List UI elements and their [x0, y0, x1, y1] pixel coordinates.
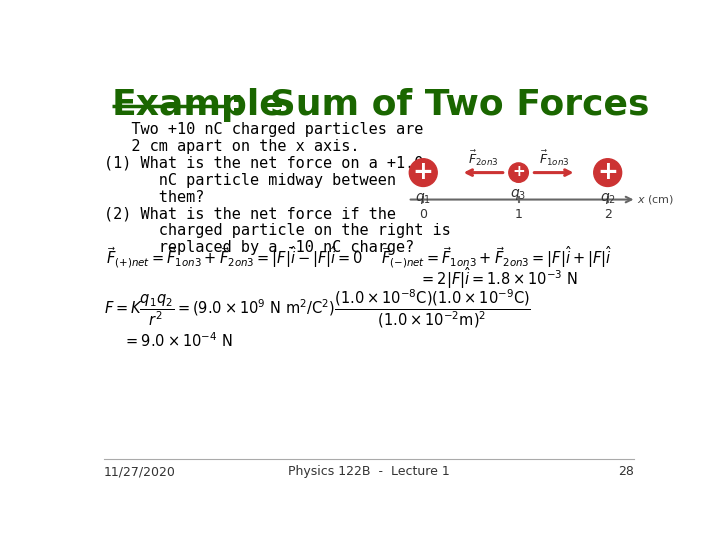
Text: Two +10 nC charged particles are: Two +10 nC charged particles are [104, 122, 423, 137]
Text: nC particle midway between: nC particle midway between [104, 173, 396, 187]
Text: $\vec{F}_{1on3}$: $\vec{F}_{1on3}$ [539, 148, 570, 168]
Text: charged particle on the right is: charged particle on the right is [104, 224, 451, 239]
Text: 1: 1 [515, 208, 523, 221]
Text: +: + [512, 164, 525, 179]
Text: $q_1$: $q_1$ [415, 191, 431, 206]
Text: $\vec{F}_{(+)net} = \vec{F}_{1on3} + \vec{F}_{2on3} = |F|\hat{i} - |F|\hat{i} = : $\vec{F}_{(+)net} = \vec{F}_{1on3} + \ve… [106, 244, 362, 269]
Text: +: + [413, 160, 433, 184]
Text: (2) What is the net force if the: (2) What is the net force if the [104, 206, 396, 221]
Text: :  Sum of Two Forces: : Sum of Two Forces [230, 88, 649, 122]
Text: $x$ (cm): $x$ (cm) [637, 193, 675, 206]
Text: $q_2$: $q_2$ [600, 191, 616, 206]
Text: 0: 0 [419, 208, 427, 221]
Text: 28: 28 [618, 465, 634, 478]
Text: 2: 2 [604, 208, 611, 221]
Text: $F = K\dfrac{q_1 q_2}{r^2} = (9.0 \times 10^9\ \mathrm{N\ m^2/C^2})\dfrac{(1.0\t: $F = K\dfrac{q_1 q_2}{r^2} = (9.0 \times… [104, 287, 531, 329]
Text: $q_3$: $q_3$ [510, 187, 526, 202]
Text: (1) What is the net force on a +1.0: (1) What is the net force on a +1.0 [104, 156, 423, 171]
Text: them?: them? [104, 190, 204, 205]
Text: $= 2|F|\hat{i} = 1.8 \times 10^{-3}\ \mathrm{N}$: $= 2|F|\hat{i} = 1.8 \times 10^{-3}\ \ma… [419, 265, 578, 291]
Text: $\vec{F}_{2on3}$: $\vec{F}_{2on3}$ [468, 148, 498, 168]
Text: replaced by a -10 nC charge?: replaced by a -10 nC charge? [104, 240, 414, 255]
Text: 2 cm apart on the x axis.: 2 cm apart on the x axis. [104, 139, 359, 154]
Text: Physics 122B  -  Lecture 1: Physics 122B - Lecture 1 [288, 465, 450, 478]
Text: +: + [598, 160, 618, 184]
Text: $= 9.0 \times 10^{-4}\ \mathrm{N}$: $= 9.0 \times 10^{-4}\ \mathrm{N}$ [122, 331, 232, 350]
Circle shape [409, 159, 437, 186]
Circle shape [509, 163, 528, 183]
Text: 11/27/2020: 11/27/2020 [104, 465, 176, 478]
Text: Example: Example [112, 88, 284, 122]
Circle shape [594, 159, 621, 186]
Text: $\vec{F}_{(-)net} = \vec{F}_{1on3} + \vec{F}_{2on3} = |F|\hat{i} + |F|\hat{i}$: $\vec{F}_{(-)net} = \vec{F}_{1on3} + \ve… [381, 244, 611, 269]
